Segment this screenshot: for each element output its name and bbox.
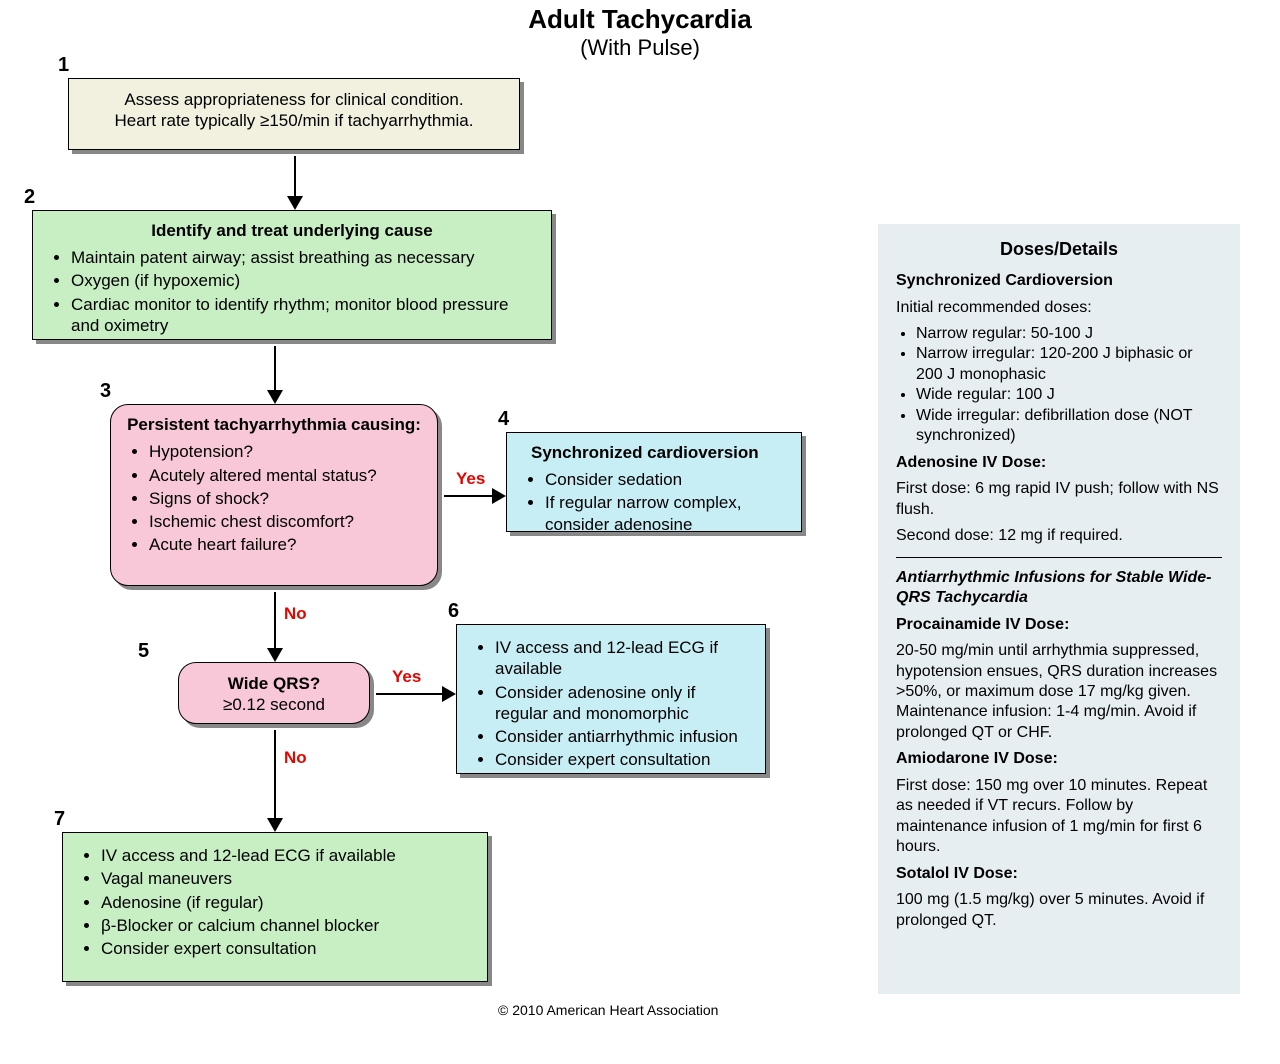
divider <box>896 557 1222 558</box>
edge-label-5-no: No <box>284 748 307 768</box>
sync-title: Synchronized Cardioversion <box>896 271 1222 291</box>
arrow-1-to-2 <box>294 156 296 208</box>
doses-details-panel: Doses/Details Synchronized Cardioversion… <box>878 224 1240 994</box>
step1-line1: Assess appropriateness for clinical cond… <box>124 90 463 109</box>
edge-label-3-yes: Yes <box>456 469 485 489</box>
edge-label-5-yes: Yes <box>392 667 421 687</box>
anti-title: Antiarrhythmic Infusions for Stable Wide… <box>896 568 1222 609</box>
step5-line2: ≥0.12 second <box>223 695 325 714</box>
step-number-4: 4 <box>498 408 509 431</box>
sync-list: Narrow regular: 50-100 J Narrow irregula… <box>896 324 1222 447</box>
edge-label-3-no: No <box>284 604 307 624</box>
step4-title: Synchronized cardioversion <box>523 443 785 463</box>
step3-list: Hypotension? Acutely altered mental stat… <box>127 441 421 555</box>
step-5-box: Wide QRS? ≥0.12 second <box>178 662 370 724</box>
step-number-3: 3 <box>100 380 111 403</box>
doses-heading: Doses/Details <box>896 238 1222 261</box>
arrow-2-to-3 <box>274 346 276 402</box>
title-line2: (With Pulse) <box>0 35 1280 61</box>
sync-sub: Initial recommended doses: <box>896 298 1222 318</box>
step-number-5: 5 <box>138 640 149 663</box>
step2-list: Maintain patent airway; assist breathing… <box>49 247 535 336</box>
step-2-box: Identify and treat underlying cause Main… <box>32 210 552 340</box>
amio-title: Amiodarone IV Dose: <box>896 749 1222 769</box>
arrow-3-to-4 <box>444 495 504 497</box>
aden-text1: First dose: 6 mg rapid IV push; follow w… <box>896 479 1222 520</box>
step6-list: IV access and 12-lead ECG if available C… <box>473 637 749 771</box>
step5-line1: Wide QRS? <box>228 674 320 693</box>
step1-line2: Heart rate typically ≥150/min if tachyar… <box>115 111 474 130</box>
title-line1: Adult Tachycardia <box>0 4 1280 35</box>
arrow-5-to-6 <box>376 693 454 695</box>
arrow-3-to-5 <box>274 592 276 660</box>
proc-text: 20-50 mg/min until arrhythmia suppressed… <box>896 641 1222 743</box>
step2-title: Identify and treat underlying cause <box>49 221 535 241</box>
step-7-box: IV access and 12-lead ECG if available V… <box>62 832 488 982</box>
step7-list: IV access and 12-lead ECG if available V… <box>79 845 471 959</box>
step-3-box: Persistent tachyarrhythmia causing: Hypo… <box>110 404 438 586</box>
page-title: Adult Tachycardia (With Pulse) <box>0 4 1280 61</box>
step3-title: Persistent tachyarrhythmia causing: <box>127 415 421 435</box>
step4-list: Consider sedation If regular narrow comp… <box>523 469 785 535</box>
amio-text: First dose: 150 mg over 10 minutes. Repe… <box>896 776 1222 858</box>
sot-text: 100 mg (1.5 mg/kg) over 5 minutes. Avoid… <box>896 890 1222 931</box>
aden-title: Adenosine IV Dose: <box>896 453 1222 473</box>
step-number-7: 7 <box>54 808 65 831</box>
step-1-box: Assess appropriateness for clinical cond… <box>68 78 520 150</box>
step-number-1: 1 <box>58 54 69 77</box>
step-4-box: Synchronized cardioversion Consider seda… <box>506 432 802 532</box>
step-number-6: 6 <box>448 600 459 623</box>
proc-title: Procainamide IV Dose: <box>896 615 1222 635</box>
step-6-box: IV access and 12-lead ECG if available C… <box>456 624 766 774</box>
aden-text2: Second dose: 12 mg if required. <box>896 526 1222 546</box>
step-number-2: 2 <box>24 186 35 209</box>
sot-title: Sotalol IV Dose: <box>896 864 1222 884</box>
arrow-5-to-7 <box>274 730 276 830</box>
copyright-text: © 2010 American Heart Association <box>498 1002 718 1018</box>
